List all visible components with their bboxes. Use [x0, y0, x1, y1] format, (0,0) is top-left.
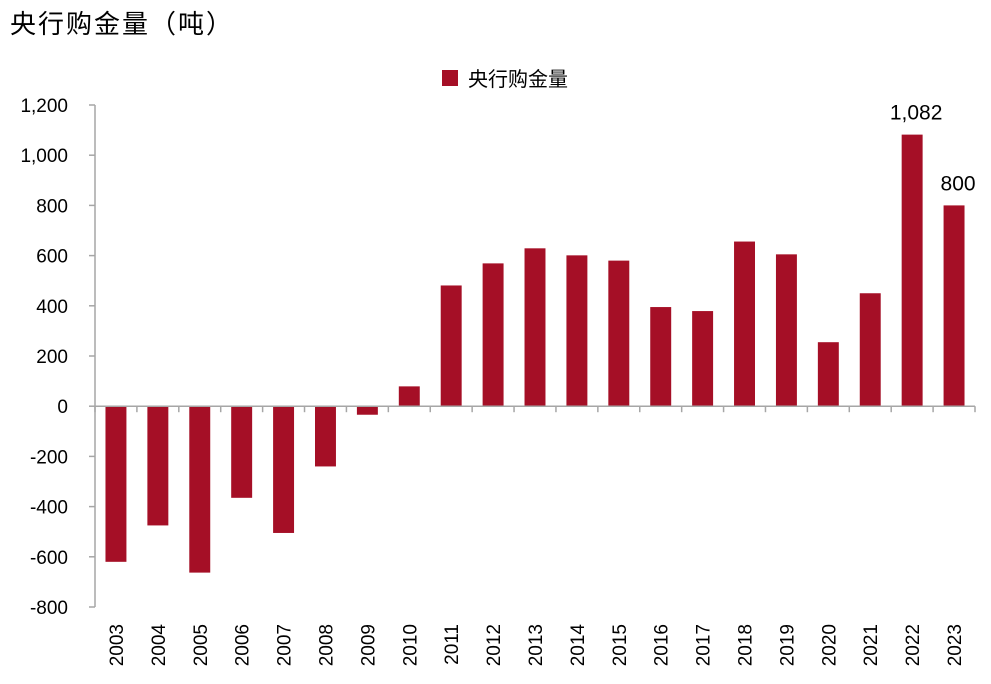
legend-swatch	[442, 70, 458, 86]
bar-2018	[734, 241, 755, 407]
bar-2021	[859, 293, 881, 407]
x-tick-label: 2013	[526, 624, 547, 666]
x-tick-label: 2005	[191, 624, 212, 666]
legend-label: 央行购金量	[468, 67, 568, 91]
bar-2006	[231, 406, 253, 498]
y-tick-label: -800	[30, 598, 68, 619]
x-tick-label: 2014	[568, 624, 589, 667]
bar-2009	[356, 406, 378, 415]
y-axis: -800 -600 -400 -200 0 200 400 600 800 1,000 1,200	[20, 96, 96, 619]
bar-2007	[273, 406, 295, 533]
bar-2008	[315, 406, 336, 467]
bar-2013	[524, 248, 546, 407]
x-tick-label: 2011	[442, 624, 463, 665]
x-tick-label: 2018	[736, 624, 757, 666]
bar-2020	[817, 342, 839, 407]
bar-2016	[650, 307, 672, 407]
x-tick-label: 2009	[358, 624, 379, 666]
bar-2005	[189, 406, 211, 573]
x-tick-label: 2021	[861, 624, 882, 666]
x-tick-label: 2015	[610, 624, 631, 666]
x-tick-label: 2010	[400, 624, 421, 666]
bar-2015	[608, 260, 630, 407]
bar-2014	[566, 255, 588, 407]
legend: 央行购金量	[442, 67, 568, 91]
bar-2003	[105, 406, 127, 562]
x-tick-label: 2003	[107, 624, 128, 666]
y-tick-label: -200	[30, 447, 68, 468]
bar-2017	[692, 311, 714, 407]
chart-title: 央行购金量（吨）	[10, 10, 235, 40]
y-tick-label: -400	[30, 498, 68, 519]
data-label-2022: 1,082	[890, 102, 943, 125]
x-tick-label: 2019	[777, 624, 798, 666]
bar-2011	[440, 285, 462, 407]
bar-2022	[901, 134, 923, 407]
x-tick-label: 2006	[233, 624, 254, 666]
x-tick-label: 2017	[694, 624, 715, 666]
bar-2019	[775, 254, 797, 407]
x-tick-label: 2022	[903, 624, 924, 666]
bars	[105, 134, 965, 573]
y-tick-label: 800	[36, 196, 68, 217]
y-tick-label: 600	[36, 247, 68, 268]
y-tick-label: 1,200	[20, 96, 68, 117]
y-tick-label: -600	[30, 548, 68, 569]
x-tick-label: 2007	[275, 624, 296, 666]
x-tick-label: 2016	[652, 624, 673, 666]
y-tick-label: 400	[36, 297, 68, 318]
x-tick-label: 2023	[945, 624, 966, 666]
y-tick-label: 200	[36, 347, 68, 368]
bar-2012	[482, 263, 504, 407]
bar-2023	[943, 205, 965, 407]
data-labels: 1,082 800	[890, 102, 976, 196]
x-tick-label: 2008	[316, 624, 337, 666]
x-tick-label: 2020	[819, 624, 840, 666]
y-tick-label: 0	[57, 397, 68, 418]
bar-2010	[398, 386, 420, 407]
x-axis: 2003 2004 2005 2006 2007 2008 2009 2010 2011 2012…	[94, 405, 976, 667]
y-tick-label: 1,000	[20, 146, 68, 167]
data-label-2023: 800	[941, 172, 976, 195]
x-tick-label: 2012	[484, 624, 505, 666]
x-tick-label: 2004	[149, 624, 170, 667]
bar-2004	[147, 406, 169, 526]
